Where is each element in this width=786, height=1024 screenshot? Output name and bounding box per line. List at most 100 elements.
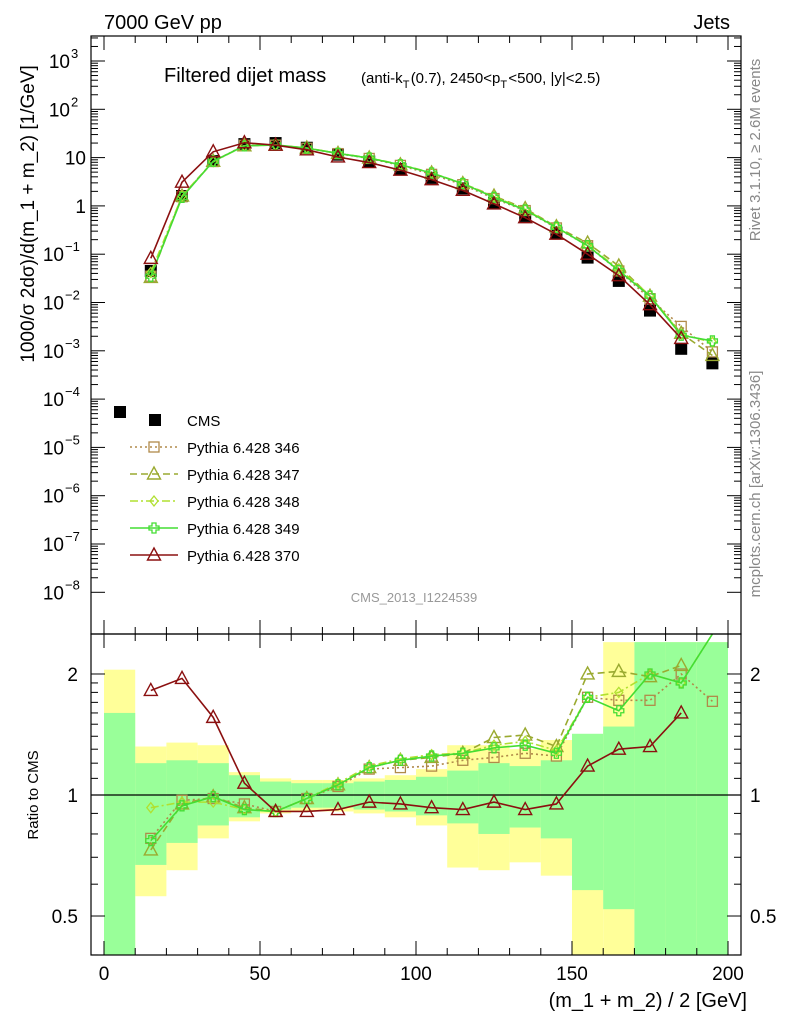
band-green-bin: [478, 763, 510, 834]
data-point-p370: [361, 154, 377, 169]
main-y-tick-exponent: −5: [65, 432, 80, 447]
x-tick-label: 150: [556, 964, 588, 985]
ratio-y-tick-label-left: 0.5: [52, 907, 78, 928]
data-point-p370: [330, 148, 346, 163]
ratio-line-p370: [150, 677, 682, 813]
main-frame: [90, 35, 742, 635]
data-point-p370: [423, 171, 440, 186]
main-y-axis-label: 1000/σ 2dσ)/d(m_1 + m_2) [1/GeV]: [18, 65, 39, 363]
series-p370: [143, 134, 689, 345]
main-y-tick-label: 10: [43, 438, 64, 459]
main-y-tick-exponent: −2: [65, 288, 80, 303]
ratio-point-p349: [301, 792, 313, 805]
ratio-y-axis-label: Ratio to CMS: [25, 750, 42, 839]
data-point-p349: [332, 147, 344, 160]
main-y-tick-label: 10: [43, 583, 64, 604]
ratio-point-p349: [207, 791, 219, 803]
x-tick-label: 50: [249, 964, 270, 985]
legend-item-p349: Pythia 6.428 349: [130, 521, 300, 538]
data-point-p349: [644, 290, 656, 302]
ratio-point-p349: [394, 754, 407, 766]
rivet-label: Rivet 3.1.10, ≥ 2.6M events: [747, 59, 764, 242]
band-green-bin: [634, 642, 666, 955]
data-point-p370: [548, 225, 565, 240]
main-y-tick-label: 10: [43, 294, 64, 315]
data-point-p348: [613, 262, 624, 275]
main-y-tick-label: 10: [43, 245, 64, 266]
ratio-series-layer: [143, 633, 719, 856]
analysis-id-label: CMS_2013_I1224539: [351, 590, 478, 605]
ratio-point-p348: [613, 686, 624, 699]
ratio-point-p347: [517, 726, 533, 741]
ratio-point-p349: [550, 747, 563, 759]
mcplots-label: mcplots.cern.ch [arXiv:1306.3436]: [747, 371, 764, 598]
data-point-p349: [581, 240, 594, 252]
data-point-p349: [145, 270, 157, 282]
ratio-point-p370: [299, 802, 315, 818]
x-axis-label: (m_1 + m_2) / 2 [GeV]: [549, 990, 747, 1012]
data-point-p347: [704, 347, 721, 362]
legend-item-p347: Pythia 6.428 347: [130, 465, 300, 484]
ratio-point-p348: [364, 760, 375, 773]
data-point-cms: [706, 357, 719, 370]
ratio-y-tick-label-right: 1: [750, 786, 761, 807]
x-tick-label: 0: [99, 964, 110, 985]
main-y-tick-exponent: 3: [71, 46, 78, 61]
data-point-p370: [267, 136, 284, 151]
ratio-point-p349: [425, 750, 438, 762]
ratio-series-p349: [145, 633, 714, 847]
ratio-point-p370: [642, 738, 658, 753]
data-point-p370: [143, 249, 159, 265]
main-y-tick-exponent: −7: [65, 529, 80, 544]
ratio-line-p348: [150, 633, 714, 813]
ratio-point-p349: [176, 800, 188, 812]
data-point-p347: [143, 268, 159, 284]
data-point-cms: [581, 251, 594, 264]
main-y-tick-label: 10: [43, 390, 64, 411]
band-green-bin: [540, 760, 572, 839]
band-green-bin: [603, 726, 635, 910]
data-point-p370: [642, 296, 658, 311]
ratio-y-tick-label-right: 0.5: [750, 907, 776, 928]
main-y-tick-label: 1: [75, 197, 86, 218]
ratio-point-p348: [145, 801, 156, 814]
legend-item-p370: Pythia 6.428 370: [130, 546, 300, 565]
legend-item-cms: CMS: [149, 413, 220, 430]
ratio-point-p346: [457, 754, 469, 766]
ratio-point-p349: [145, 834, 157, 847]
main-y-tick-exponent: −3: [65, 336, 80, 351]
plot-subtitle: (anti-kT (0.7), 2450<pT <500, |y|<2.5): [361, 70, 600, 91]
series-p349: [145, 139, 719, 347]
data-point-p370: [611, 267, 627, 282]
ratio-point-p348: [177, 796, 187, 809]
ratio-point-p349: [581, 691, 594, 703]
band-green-bin: [135, 763, 167, 865]
legend-stray-marker: [114, 406, 126, 418]
ratio-y-tick-label-left: 1: [67, 786, 78, 807]
ratio-point-p370: [143, 681, 159, 697]
main-y-tick-label: 10: [49, 100, 70, 121]
ratio-point-p370: [236, 774, 253, 789]
ratio-point-p370: [205, 708, 221, 724]
ratio-point-p346: [706, 695, 719, 707]
legend-item-p348: Pythia 6.428 348: [130, 494, 300, 511]
data-point-p370: [299, 141, 315, 156]
ratio-point-p349: [675, 677, 687, 689]
data-point-cms: [675, 342, 688, 355]
ratio-point-p370: [267, 802, 284, 818]
legend-item-p346: Pythia 6.428 346: [130, 440, 300, 457]
data-point-p370: [673, 330, 689, 345]
data-point-p349: [706, 335, 719, 347]
main-y-tick-label: 10: [65, 149, 86, 170]
legend: CMS Pythia 6.428 346 Pythia 6.428 347 Pythi…: [114, 406, 300, 565]
data-point-p349: [550, 221, 563, 233]
ratio-point-p349: [519, 739, 531, 751]
data-point-p370: [205, 143, 221, 158]
legend-marker-p370: [146, 546, 162, 561]
ratio-point-p370: [548, 795, 565, 810]
series-line-p370: [150, 141, 682, 340]
legend-label-p346: Pythia 6.428 346: [187, 440, 300, 457]
ratio-point-p370: [486, 793, 502, 808]
ratio-point-p349: [332, 779, 344, 791]
